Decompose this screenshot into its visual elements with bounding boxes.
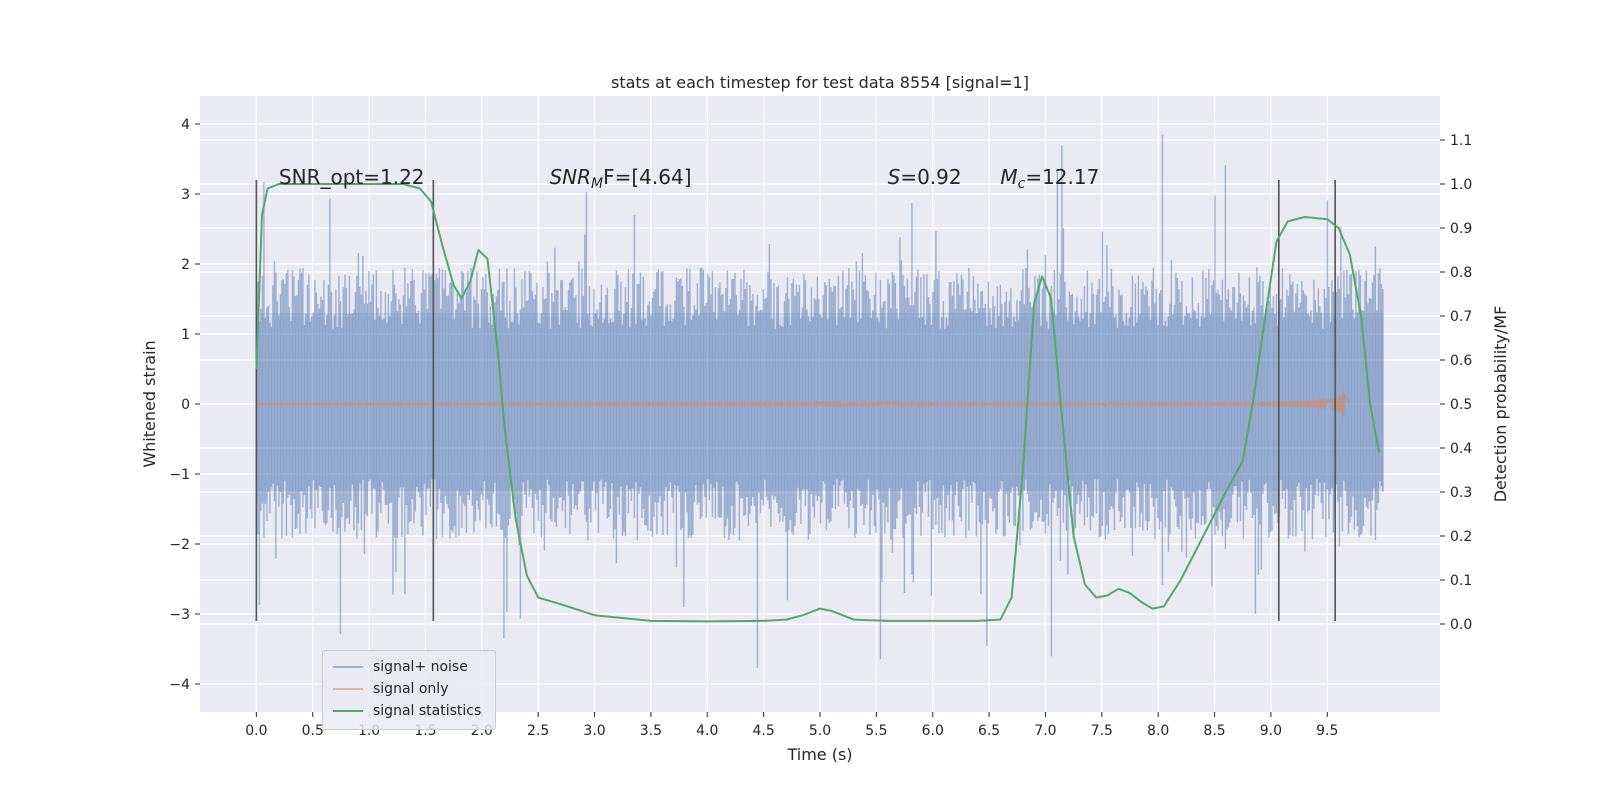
- x-tick-label: 0.5: [302, 723, 324, 739]
- legend-swatch-signal-only: [333, 688, 363, 690]
- ticks: 0.0 0.5 1.0 1.5 2.0 2.5 3.0 3.5 4.0 4.5 5.0 5.5 6.0 6…: [169, 117, 1472, 739]
- x-tick-label: 3.5: [640, 723, 662, 739]
- y-right-tick-label: 0.2: [1450, 529, 1472, 545]
- y-right-tick-label: 0.3: [1450, 485, 1472, 501]
- x-axis-label: Time (s): [786, 745, 852, 764]
- annotation: Mc=12.17: [1000, 165, 1099, 192]
- signal-statistics-line: [255, 183, 1381, 623]
- x-tick-label: 8.5: [1203, 723, 1225, 739]
- y-right-tick-label: 1.0: [1450, 177, 1472, 193]
- x-tick-label: 6.5: [978, 723, 1000, 739]
- y-right-tick-label: 0.8: [1450, 265, 1472, 281]
- series-signal-statistics: [255, 183, 1381, 623]
- y-right-tick-label: 0.0: [1450, 617, 1472, 633]
- y-right-tick-label: 0.5: [1450, 397, 1472, 413]
- x-tick-label: 7.5: [1091, 723, 1113, 739]
- annotation: SNR_opt=1.22: [279, 165, 425, 189]
- y-left-tick-label: 1: [181, 327, 190, 343]
- x-tick-label: 0.0: [245, 723, 267, 739]
- y-right-tick-label: 0.4: [1450, 441, 1472, 457]
- y-right-tick-label: 0.7: [1450, 309, 1472, 325]
- x-tick-label: 6.0: [922, 723, 944, 739]
- y-left-tick-label: 0: [181, 397, 190, 413]
- y-left-tick-label: 3: [181, 187, 190, 203]
- series-signal-noise: [255, 134, 1384, 668]
- y-left-tick-label: 4: [181, 117, 190, 133]
- y-left-tick-label: −4: [169, 677, 190, 693]
- y-left-tick-label: −3: [169, 607, 190, 623]
- y-left-tick-label: 2: [181, 257, 190, 273]
- x-tick-label: 4.5: [753, 723, 775, 739]
- chart-title: stats at each timestep for test data 855…: [611, 73, 1029, 92]
- annotations: SNR_opt=1.22 SNRMF=[4.64] S=0.92 Mc=12.17: [279, 165, 1099, 192]
- x-tick-label: 5.0: [809, 723, 831, 739]
- y-right-tick-label: 1.1: [1450, 133, 1472, 149]
- legend-item-signal-noise: signal+ noise: [333, 657, 468, 677]
- x-tick-label: 9.0: [1260, 723, 1282, 739]
- x-tick-label: 7.0: [1034, 723, 1056, 739]
- x-tick-label: 9.5: [1316, 723, 1338, 739]
- x-tick-label: 2.5: [527, 723, 549, 739]
- signal-only-trace: [255, 391, 1351, 418]
- legend-swatch-signal-noise: [333, 666, 363, 668]
- legend-item-signal-only: signal only: [333, 679, 448, 699]
- legend-swatch-signal-statistics: [333, 710, 363, 712]
- y-right-tick-label: 0.1: [1450, 573, 1472, 589]
- x-tick-label: 8.0: [1147, 723, 1169, 739]
- annotation: SNRMF=[4.64]: [549, 165, 691, 192]
- x-tick-label: 4.0: [696, 723, 718, 739]
- y-right-tick-label: 0.9: [1450, 221, 1472, 237]
- legend-label-signal-statistics: signal statistics: [373, 703, 482, 719]
- legend: signal+ noise signal only signal statist…: [322, 650, 496, 730]
- y-left-tick-label: −2: [169, 537, 190, 553]
- legend-label-signal-noise: signal+ noise: [373, 659, 468, 675]
- x-tick-label: 3.0: [583, 723, 605, 739]
- vertical-markers: [255, 180, 1336, 621]
- y-axis-label-right: Detection probability/MF: [1491, 306, 1510, 503]
- y-axis-label-left: Whitened strain: [140, 340, 159, 467]
- y-right-tick-label: 0.6: [1450, 353, 1472, 369]
- annotation: S=0.92: [888, 165, 962, 189]
- legend-item-signal-statistics: signal statistics: [333, 701, 481, 721]
- signal-noise-dense-band: [256, 313, 1384, 492]
- legend-label-signal-only: signal only: [373, 681, 449, 697]
- y-left-tick-label: −1: [169, 467, 190, 483]
- x-tick-label: 5.5: [865, 723, 887, 739]
- series-signal-only: [255, 391, 1351, 418]
